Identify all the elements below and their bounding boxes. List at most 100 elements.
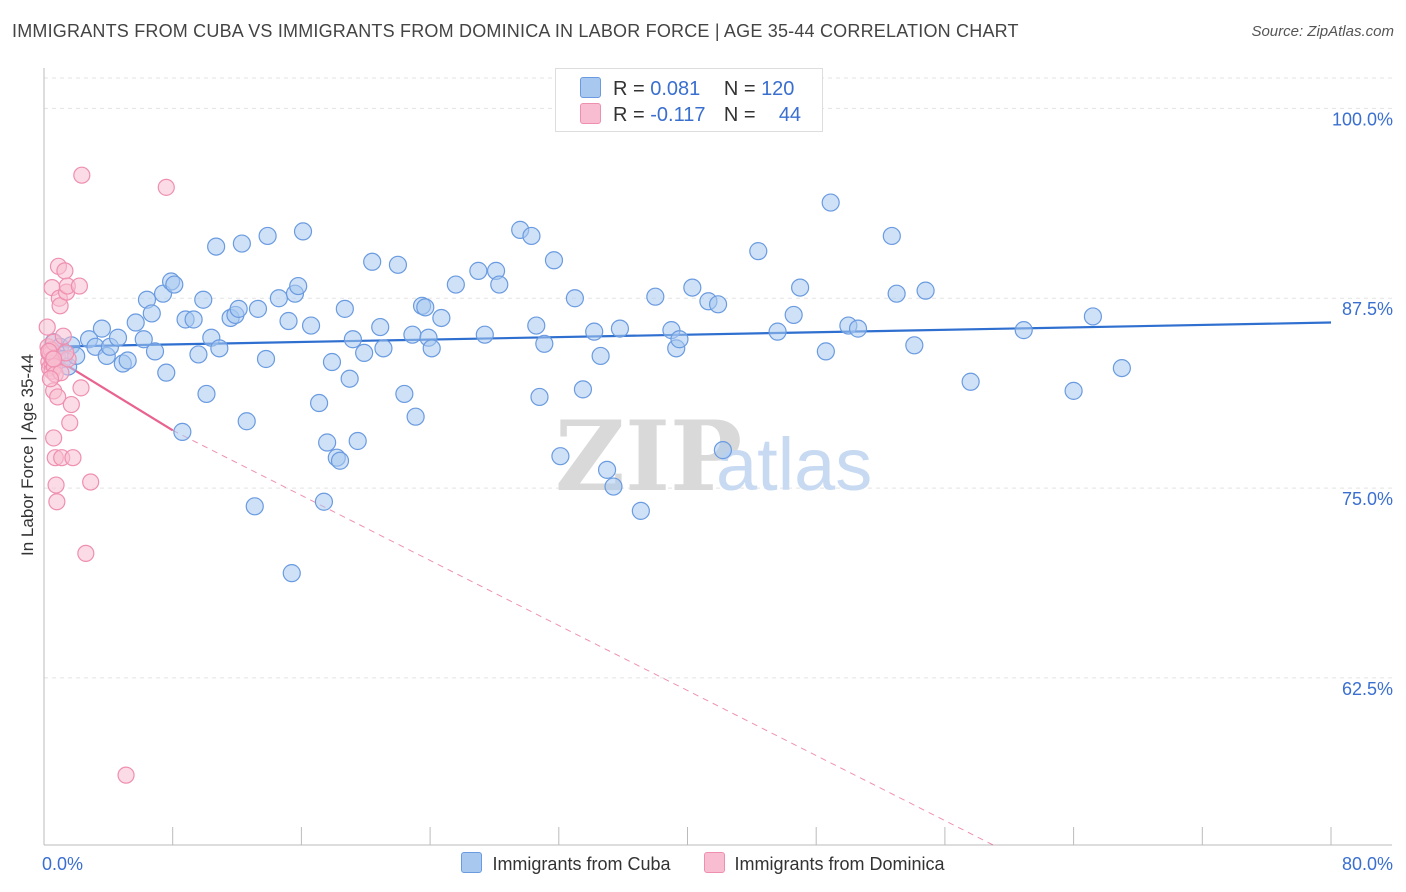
data-point-cuba	[961, 372, 980, 391]
legend-swatch-cuba	[461, 852, 483, 873]
data-point-cuba	[348, 431, 367, 451]
data-point-cuba	[905, 336, 924, 355]
data-point-cuba	[565, 289, 584, 308]
chart-title: IMMIGRANTS FROM CUBA VS IMMIGRANTS FROM …	[12, 21, 1019, 41]
series-cuba	[44, 193, 1131, 583]
data-point-cuba	[821, 193, 840, 212]
data-point-cuba	[322, 352, 342, 372]
legend-n-label: N =	[723, 78, 756, 100]
y-tick-label: 87.5%	[1342, 299, 1393, 319]
data-point-cuba	[887, 284, 906, 303]
data-point-cuba	[573, 380, 593, 399]
data-point-cuba	[416, 298, 435, 317]
data-point-cuba	[388, 255, 408, 274]
data-point-cuba	[1083, 307, 1103, 326]
data-point-dominica	[157, 178, 175, 196]
data-point-dominica	[54, 327, 72, 345]
data-point-cuba	[530, 387, 549, 407]
data-point-cuba	[157, 363, 176, 382]
data-point-cuba	[314, 492, 334, 511]
legend-n-value-cuba: 120	[761, 78, 795, 100]
watermark-atlas: atlas	[716, 423, 872, 506]
data-point-cuba	[432, 308, 451, 328]
data-point-cuba	[371, 317, 390, 337]
correlation-legend: R = 0.081 N = 120 R = -0.117 N = 44	[555, 68, 823, 132]
data-point-cuba	[749, 242, 768, 261]
legend-item-dominica: Immigrants from Dominica	[703, 852, 945, 875]
axes	[43, 68, 1392, 846]
legend-item-cuba: Immigrants from Cuba	[461, 852, 671, 875]
data-point-cuba	[1064, 381, 1083, 400]
data-point-cuba	[374, 339, 393, 358]
data-point-dominica	[38, 318, 56, 336]
data-point-cuba	[597, 460, 617, 479]
data-point-cuba	[318, 433, 337, 452]
legend-row-cuba: R = 0.081 N = 120	[580, 77, 794, 101]
data-point-cuba	[406, 407, 425, 426]
data-point-cuba	[232, 234, 251, 253]
data-point-dominica	[45, 429, 63, 447]
legend-r-label: R =	[613, 78, 645, 100]
data-point-cuba	[269, 289, 288, 308]
data-point-cuba	[237, 412, 256, 431]
data-point-cuba	[1014, 321, 1033, 340]
legend-row-dominica: R = -0.117 N = 44	[580, 103, 801, 127]
legend-n-value-dominica: 44	[778, 104, 802, 126]
data-point-cuba	[108, 328, 128, 347]
series-dominica	[38, 166, 175, 784]
data-point-cuba	[165, 275, 184, 294]
data-point-cuba	[279, 311, 298, 331]
data-point-cuba	[646, 287, 665, 306]
data-point-cuba	[1112, 358, 1131, 378]
data-point-dominica	[73, 166, 91, 184]
data-point-cuba	[604, 477, 623, 496]
data-point-cuba	[610, 319, 630, 338]
legend-swatch-dominica	[580, 103, 601, 124]
legend-label-dominica: Immigrants from Dominica	[734, 854, 945, 874]
data-point-dominica	[49, 388, 67, 406]
data-point-cuba	[134, 330, 153, 349]
legend-swatch-cuba	[580, 77, 601, 98]
data-point-dominica	[61, 414, 79, 432]
data-point-cuba	[355, 343, 374, 363]
data-point-cuba	[490, 275, 509, 294]
legend-n-label: N =	[723, 104, 756, 126]
x-tick-label: 80.0%	[1342, 854, 1393, 874]
data-point-cuba	[293, 222, 313, 241]
data-point-dominica	[45, 350, 63, 368]
data-point-cuba	[245, 497, 264, 516]
watermark: ZIP atlas	[555, 400, 872, 513]
data-point-cuba	[363, 252, 382, 271]
data-point-cuba	[768, 322, 787, 341]
y-tick-label: 100.0%	[1332, 109, 1393, 129]
data-point-cuba	[446, 275, 465, 294]
data-point-cuba	[631, 501, 650, 520]
data-point-cuba	[713, 441, 732, 460]
data-point-cuba	[301, 316, 321, 335]
legend-swatch-dominica	[703, 852, 725, 873]
data-point-cuba	[282, 564, 301, 583]
data-point-dominica	[62, 395, 80, 414]
data-point-cuba	[173, 422, 192, 441]
data-point-dominica	[77, 544, 95, 562]
data-point-cuba	[229, 299, 248, 318]
data-point-dominica	[47, 476, 65, 494]
watermark-zip: ZIP	[555, 400, 742, 513]
grid	[44, 77, 1392, 679]
y-tick-label: 62.5%	[1342, 679, 1393, 699]
data-point-cuba	[309, 393, 329, 413]
data-point-cuba	[289, 276, 308, 296]
data-point-cuba	[92, 319, 112, 338]
chart-source: Source: ZipAtlas.com	[1251, 23, 1394, 40]
data-point-cuba	[791, 278, 810, 297]
data-point-cuba	[551, 447, 570, 466]
series-legend: Immigrants from Cuba Immigrants from Dom…	[0, 852, 1406, 875]
data-point-cuba	[197, 384, 216, 404]
data-point-cuba	[207, 237, 226, 256]
data-point-cuba	[126, 313, 145, 332]
legend-label-cuba: Immigrants from Cuba	[492, 854, 671, 874]
data-point-cuba	[403, 325, 422, 344]
y-tick-label: 75.0%	[1342, 489, 1393, 509]
